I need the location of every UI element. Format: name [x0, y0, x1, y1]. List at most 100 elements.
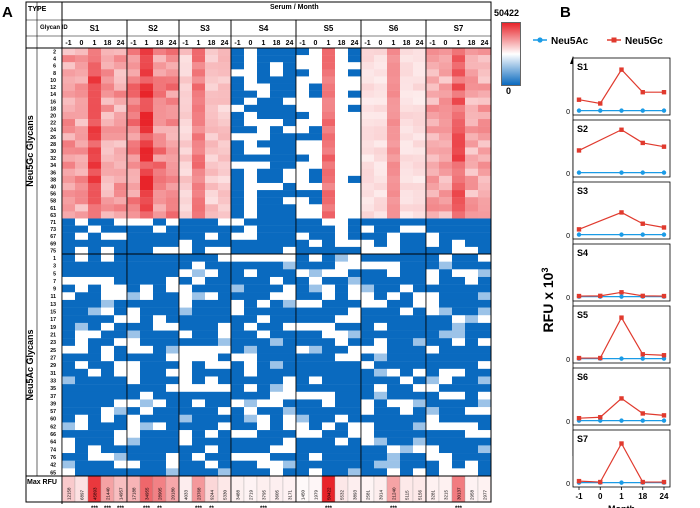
heatmap-cell [192, 445, 205, 454]
heatmap-cell [244, 97, 257, 106]
heatmap-cell [231, 225, 244, 233]
point-neu5ac [661, 108, 667, 113]
heatmap-cell [179, 76, 192, 84]
heatmap-cell [218, 225, 231, 233]
heatmap-cell [88, 269, 101, 278]
heatmap-cell [140, 232, 153, 240]
heatmap-cell [62, 368, 75, 377]
heatmap-cell [231, 276, 244, 285]
heatmap-cell [270, 76, 283, 84]
heatmap-cell [127, 232, 140, 240]
heatmap-cell [400, 175, 413, 184]
heatmap-cell [62, 140, 75, 148]
heatmap-cell [296, 391, 309, 400]
heatmap-cell [335, 368, 348, 377]
heatmap-cell [205, 376, 218, 385]
heatmap-cell [244, 211, 257, 219]
glycan-id-label: 75 [50, 248, 56, 254]
heatmap-cell [140, 453, 153, 461]
heatmap-cell [244, 468, 257, 477]
heatmap-cell [244, 111, 257, 120]
heatmap-cell [452, 225, 465, 233]
heatmap-cell [75, 468, 88, 477]
heatmap-cell [374, 345, 387, 354]
max-rfu-value: 30137 [457, 487, 462, 500]
heatmap-cell [426, 307, 439, 316]
heatmap-cell [400, 239, 413, 248]
heatmap-cell [88, 154, 101, 162]
heatmap-cell [88, 384, 101, 392]
heatmap-cell [361, 119, 374, 127]
point-neu5gc [640, 479, 645, 485]
heatmap-cell [166, 414, 179, 423]
heatmap-cell [257, 299, 270, 308]
glycan-id-label: 28 [50, 142, 56, 148]
heatmap-cell [335, 430, 348, 438]
heatmap-cell [140, 126, 153, 134]
heatmap-cell [283, 299, 296, 308]
point-neu5ac [619, 356, 624, 361]
heatmap-cell [374, 284, 387, 293]
heatmap-cell [218, 330, 231, 339]
heatmap-cell [218, 315, 231, 324]
heatmap-cell [244, 133, 257, 141]
heatmap-cell [127, 140, 140, 148]
month-label: 0 [444, 40, 448, 47]
heatmap-cell [114, 361, 127, 370]
heatmap-cell [101, 48, 114, 56]
heatmap-cell [452, 315, 465, 324]
heatmap-cell [192, 261, 205, 270]
heatmap-cell [244, 399, 257, 408]
heatmap-cell [322, 190, 335, 198]
heatmap-cell [166, 391, 179, 400]
heatmap-cell [140, 430, 153, 438]
serum-label-S3: S3 [200, 24, 210, 33]
heatmap-cell [218, 111, 231, 120]
heatmap-cell [114, 284, 127, 293]
heatmap-cell [88, 345, 101, 354]
heatmap-cell [153, 175, 166, 184]
heatmap-cell [244, 254, 257, 262]
heatmap-cell [244, 126, 257, 134]
heatmap-cell [374, 76, 387, 84]
heatmap-cell [62, 338, 75, 347]
heatmap-cell [478, 376, 491, 385]
heatmap-cell [179, 126, 192, 134]
heatmap-cell [140, 182, 153, 191]
heatmap-cell [426, 69, 439, 77]
heatmap-cell [322, 55, 335, 63]
heatmap-cell [205, 76, 218, 84]
heatmap-cell [478, 261, 491, 270]
glycan-id-label: 56 [50, 192, 56, 198]
heatmap-cell [166, 62, 179, 70]
heatmap-cell [465, 90, 478, 98]
heatmap-cell [62, 147, 75, 155]
significance-mark: *** [195, 506, 203, 508]
month-label: 18 [273, 40, 281, 47]
heatmap-cell [62, 62, 75, 70]
heatmap-cell [465, 104, 478, 113]
heatmap-cell [88, 437, 101, 446]
heatmap-cell [88, 76, 101, 84]
heatmap-cell [153, 90, 166, 98]
heatmap-cell [452, 307, 465, 316]
heatmap-cell [452, 55, 465, 63]
heatmap-cell [309, 315, 322, 324]
heatmap-cell [218, 414, 231, 423]
heatmap-cell [361, 211, 374, 219]
heatmap-cell [283, 175, 296, 184]
heatmap-cell [413, 254, 426, 262]
heatmap-cell [166, 430, 179, 438]
heatmap-cell [101, 154, 114, 162]
heatmap-cell [127, 76, 140, 84]
heatmap-cell [88, 414, 101, 423]
heatmap-cell [478, 368, 491, 377]
heatmap-cell [374, 430, 387, 438]
heatmap-cell [62, 133, 75, 141]
heatmap-cell [101, 376, 114, 385]
heatmap-cell [166, 111, 179, 120]
heatmap-cell [179, 254, 192, 262]
heatmap-cell [166, 83, 179, 91]
heatmap-cell [75, 55, 88, 63]
heatmap-cell [309, 284, 322, 293]
